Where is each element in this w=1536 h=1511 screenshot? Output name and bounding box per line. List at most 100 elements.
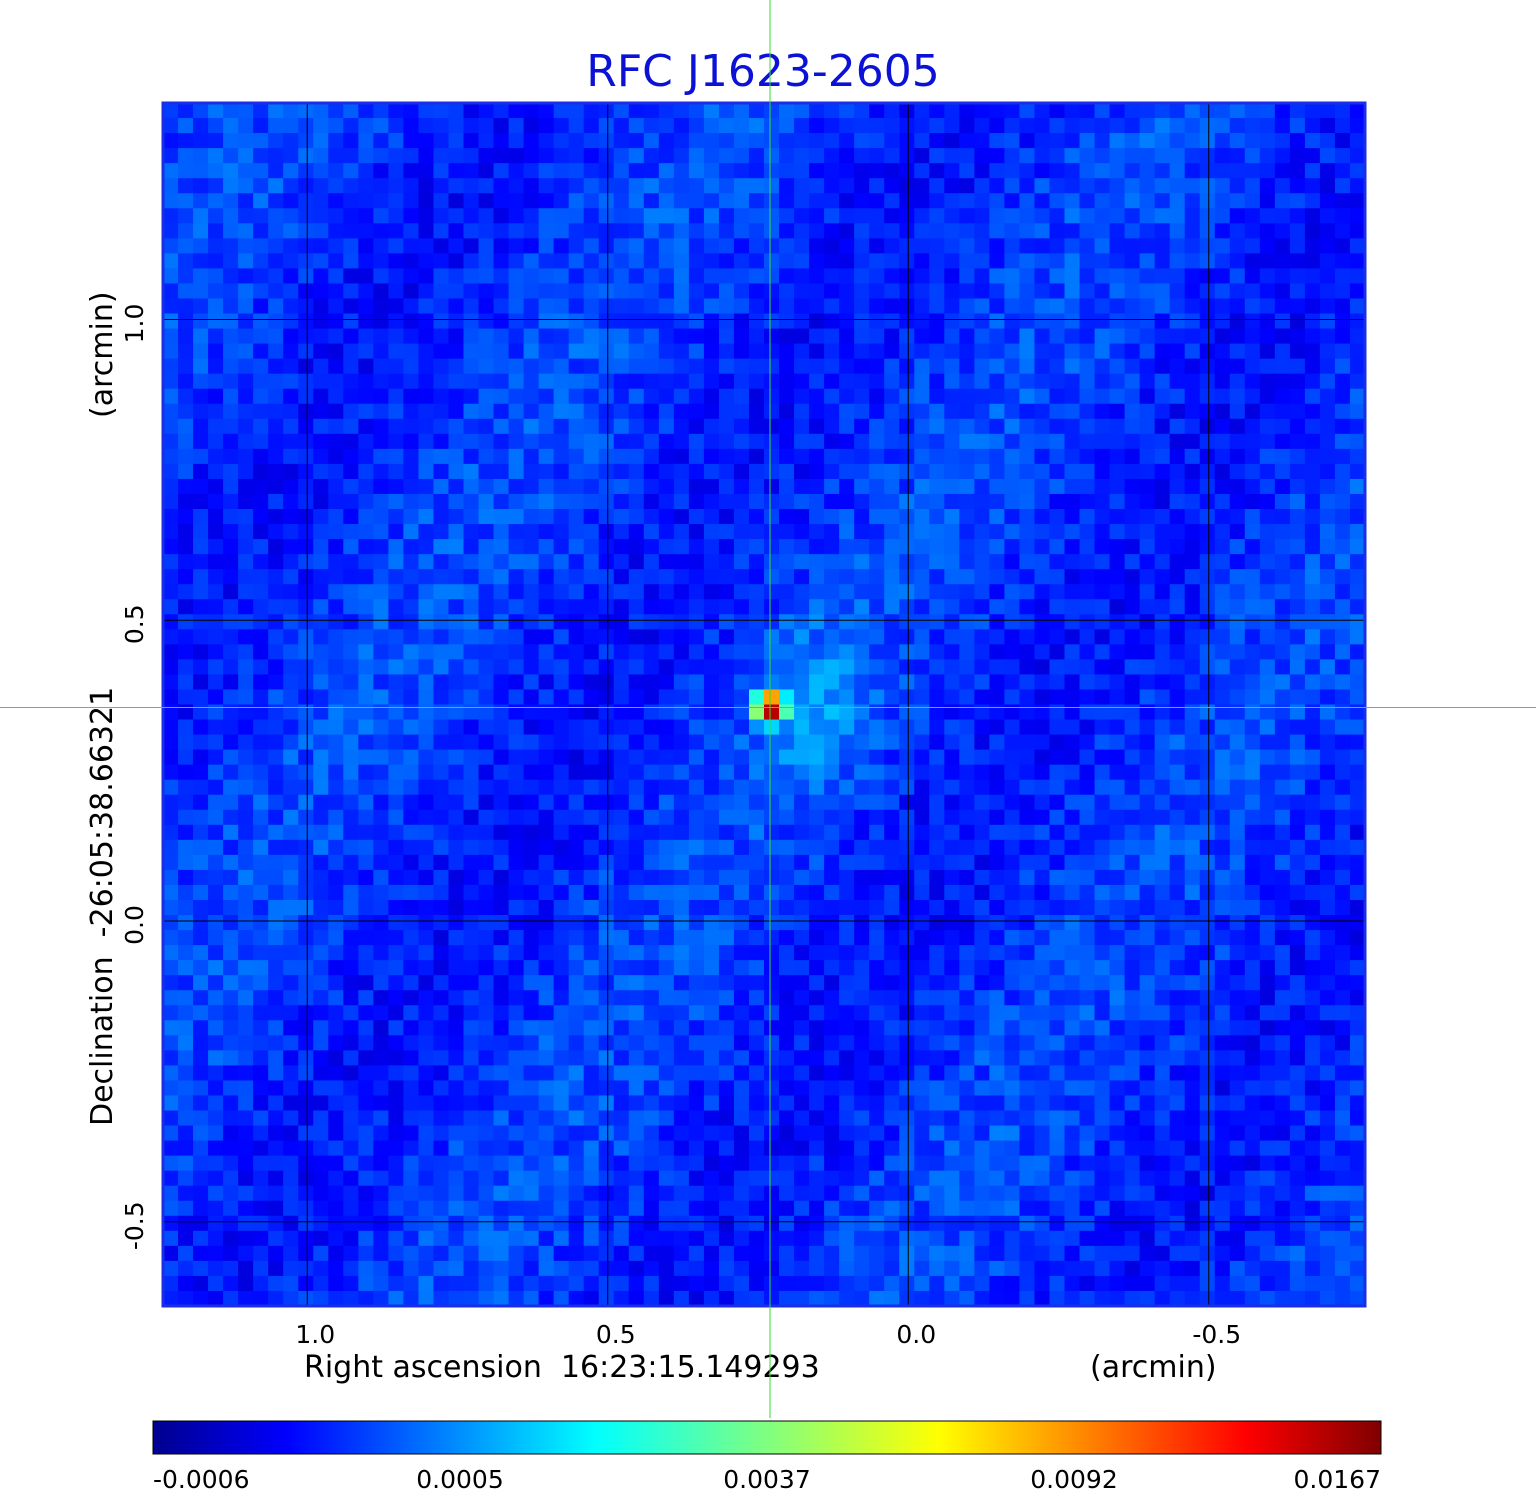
image-pixel bbox=[388, 403, 405, 420]
image-pixel bbox=[238, 614, 254, 630]
image-pixel bbox=[1094, 328, 1111, 345]
image-pixel bbox=[268, 373, 284, 390]
image-pixel bbox=[1259, 899, 1276, 916]
image-pixel bbox=[779, 524, 795, 540]
image-pixel bbox=[1064, 298, 1081, 315]
image-pixel bbox=[283, 659, 299, 676]
image-pixel bbox=[268, 283, 284, 300]
image-pixel bbox=[388, 343, 405, 360]
image-pixel bbox=[613, 223, 630, 239]
image-pixel bbox=[764, 133, 780, 149]
image-pixel bbox=[1199, 148, 1216, 164]
image-pixel bbox=[538, 328, 555, 345]
image-pixel bbox=[794, 493, 810, 510]
image-pixel bbox=[1199, 975, 1216, 991]
image-pixel bbox=[1094, 463, 1111, 480]
image-pixel bbox=[253, 854, 269, 871]
image-pixel bbox=[703, 734, 720, 751]
image-pixel bbox=[418, 388, 435, 405]
image-pixel bbox=[433, 734, 450, 751]
image-pixel bbox=[178, 539, 194, 555]
image-pixel bbox=[779, 689, 795, 706]
image-pixel bbox=[764, 689, 780, 706]
image-pixel bbox=[598, 749, 615, 766]
image-pixel bbox=[433, 493, 450, 510]
image-pixel bbox=[1214, 689, 1231, 706]
image-pixel bbox=[358, 975, 374, 991]
image-pixel bbox=[779, 118, 795, 134]
image-pixel bbox=[163, 659, 179, 676]
image-pixel bbox=[538, 358, 555, 375]
image-pixel bbox=[298, 328, 314, 345]
image-pixel bbox=[1184, 403, 1201, 420]
image-pixel bbox=[1334, 990, 1351, 1006]
image-pixel bbox=[208, 674, 224, 691]
image-pixel bbox=[718, 433, 735, 450]
image-pixel bbox=[343, 1005, 359, 1021]
image-pixel bbox=[1019, 915, 1036, 931]
image-pixel bbox=[884, 764, 900, 781]
image-pixel bbox=[1349, 388, 1365, 405]
image-pixel bbox=[448, 493, 465, 510]
image-pixel bbox=[538, 584, 555, 600]
image-pixel bbox=[839, 148, 855, 164]
image-pixel bbox=[358, 839, 374, 856]
image-pixel bbox=[418, 1020, 435, 1036]
image-pixel bbox=[658, 343, 675, 360]
image-pixel bbox=[568, 674, 585, 691]
image-pixel bbox=[1334, 704, 1351, 721]
image-pixel bbox=[208, 719, 224, 736]
image-pixel bbox=[238, 118, 254, 134]
image-pixel bbox=[944, 283, 960, 300]
image-pixel bbox=[1244, 539, 1261, 555]
image-pixel bbox=[433, 253, 450, 270]
image-pixel bbox=[899, 493, 915, 510]
image-pixel bbox=[283, 794, 299, 811]
image-pixel bbox=[1124, 163, 1141, 179]
image-pixel bbox=[553, 915, 570, 931]
image-pixel bbox=[1139, 539, 1156, 555]
image-pixel bbox=[1229, 133, 1246, 149]
image-pixel bbox=[794, 403, 810, 420]
image-pixel bbox=[508, 478, 525, 495]
image-pixel bbox=[688, 118, 705, 134]
image-pixel bbox=[268, 238, 284, 254]
image-pixel bbox=[1334, 884, 1351, 901]
image-pixel bbox=[478, 569, 495, 585]
image-pixel bbox=[688, 493, 705, 510]
image-pixel bbox=[1004, 433, 1021, 450]
image-pixel bbox=[779, 854, 795, 871]
image-pixel bbox=[1034, 794, 1051, 811]
image-pixel bbox=[869, 734, 885, 751]
image-pixel bbox=[433, 644, 450, 660]
image-pixel bbox=[1094, 343, 1111, 360]
image-pixel bbox=[884, 328, 900, 345]
image-pixel bbox=[1199, 343, 1216, 360]
image-pixel bbox=[688, 599, 705, 615]
image-pixel bbox=[1094, 1005, 1111, 1021]
image-pixel bbox=[1214, 884, 1231, 901]
image-pixel bbox=[1049, 599, 1066, 615]
image-pixel bbox=[493, 343, 510, 360]
image-pixel bbox=[493, 960, 510, 976]
image-pixel bbox=[718, 193, 735, 209]
image-pixel bbox=[463, 614, 480, 630]
image-pixel bbox=[643, 734, 660, 751]
image-pixel bbox=[298, 463, 314, 480]
image-pixel bbox=[1319, 674, 1336, 691]
image-pixel bbox=[358, 824, 374, 841]
image-pixel bbox=[839, 163, 855, 179]
image-pixel bbox=[1154, 809, 1171, 826]
image-pixel bbox=[1184, 118, 1201, 134]
image-pixel bbox=[929, 569, 945, 585]
image-pixel bbox=[598, 614, 615, 630]
image-pixel bbox=[974, 915, 990, 931]
image-pixel bbox=[809, 283, 825, 300]
image-pixel bbox=[1199, 569, 1216, 585]
image-pixel bbox=[1334, 223, 1351, 239]
image-pixel bbox=[238, 869, 254, 886]
image-pixel bbox=[824, 674, 840, 691]
image-pixel bbox=[538, 749, 555, 766]
image-pixel bbox=[193, 388, 209, 405]
image-pixel bbox=[1004, 899, 1021, 916]
